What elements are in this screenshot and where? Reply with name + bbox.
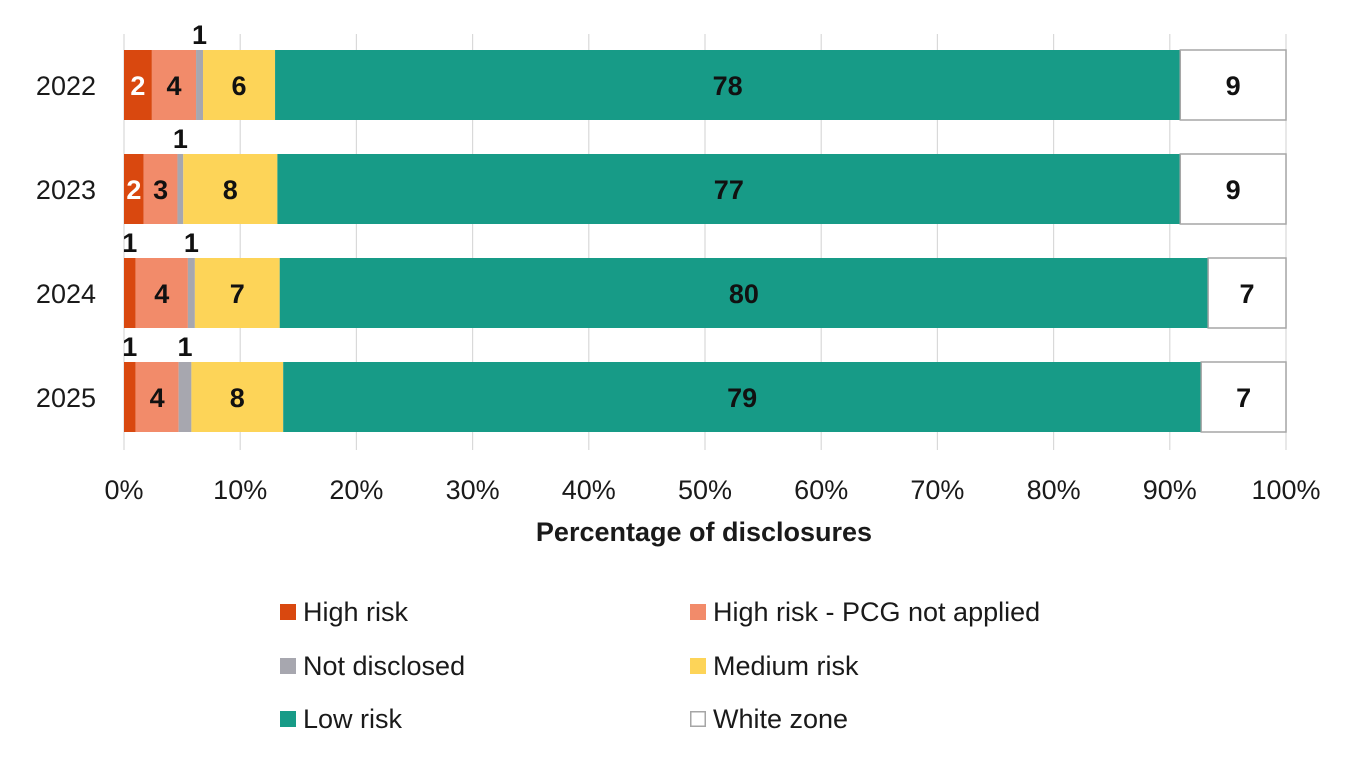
data-label: 9 <box>1226 175 1241 205</box>
data-label: 1 <box>122 228 137 258</box>
bar-segment <box>135 258 188 328</box>
data-label: 9 <box>1226 71 1241 101</box>
category-label: 2022 <box>36 71 96 101</box>
bar-segment <box>178 362 192 432</box>
x-axis-title: Percentage of disclosures <box>536 517 872 547</box>
category-labels: 2022 2023 2024 2025 <box>36 71 96 413</box>
bar-segment <box>277 154 1181 224</box>
legend-label: High risk - PCG not applied <box>713 597 1040 627</box>
data-label: 77 <box>714 175 744 205</box>
legend-swatch <box>690 658 706 674</box>
bar-segment <box>275 50 1181 120</box>
bar-segment <box>124 362 136 432</box>
data-label: 2 <box>130 71 145 101</box>
bar-segment <box>191 362 284 432</box>
bar-segment <box>177 154 184 224</box>
legend-swatch <box>690 711 706 727</box>
bar-segment <box>151 50 197 120</box>
bar-segment <box>196 50 204 120</box>
legend-label: High risk <box>303 597 409 627</box>
bar-segment <box>183 154 278 224</box>
x-tick-label: 50% <box>678 475 732 505</box>
x-tick-label: 100% <box>1251 475 1320 505</box>
bar-segment <box>124 154 144 224</box>
legend: High risk High risk - PCG not applied Not … <box>280 597 1040 734</box>
data-label: 3 <box>153 175 168 205</box>
x-tick-label: 0% <box>104 475 143 505</box>
bar-segment <box>187 258 195 328</box>
bar-segment <box>135 362 179 432</box>
bar-segment <box>1179 153 1287 225</box>
legend-label: White zone <box>713 704 848 734</box>
data-label: 1 <box>192 20 207 50</box>
legend-swatch <box>280 604 296 620</box>
x-tick-label: 70% <box>910 475 964 505</box>
data-label: 7 <box>1236 383 1251 413</box>
legend-label: Low risk <box>303 704 403 734</box>
x-tick-label: 20% <box>329 475 383 505</box>
data-label: 1 <box>177 332 192 362</box>
x-tick-label: 80% <box>1027 475 1081 505</box>
legend-swatch <box>690 604 706 620</box>
data-label: 80 <box>729 279 759 309</box>
bar-segment <box>283 362 1202 432</box>
x-tick-label: 60% <box>794 475 848 505</box>
x-tick-label: 90% <box>1143 475 1197 505</box>
data-label: 8 <box>223 175 238 205</box>
bar-segment <box>1207 257 1287 329</box>
data-label: 78 <box>713 71 743 101</box>
bar-segment <box>124 258 136 328</box>
data-label: 1 <box>122 332 137 362</box>
bar-segment <box>279 258 1209 328</box>
data-label: 7 <box>230 279 245 309</box>
data-label: 4 <box>150 383 165 413</box>
x-tick-label: 40% <box>562 475 616 505</box>
category-label: 2023 <box>36 175 96 205</box>
bar-segment <box>124 50 152 120</box>
data-label: 4 <box>166 71 181 101</box>
x-tick-label: 30% <box>446 475 500 505</box>
bar-segment <box>1200 361 1287 433</box>
bar-segment <box>1179 49 1287 121</box>
x-tick-labels: 0% 10% 20% 30% 40% 50% 60% 70% 80% 90% 100% <box>104 475 1320 505</box>
legend-label: Medium risk <box>713 651 859 681</box>
x-tick-label: 10% <box>213 475 267 505</box>
data-label: 7 <box>1240 279 1255 309</box>
legend-label: Not disclosed <box>303 651 465 681</box>
data-label: 1 <box>173 124 188 154</box>
bars <box>124 49 1287 433</box>
bar-segment <box>194 258 280 328</box>
data-label: 8 <box>230 383 245 413</box>
data-label: 79 <box>727 383 757 413</box>
data-label: 1 <box>184 228 199 258</box>
bar-segment <box>203 50 276 120</box>
data-label: 6 <box>232 71 247 101</box>
data-label: 2 <box>126 175 141 205</box>
legend-swatch <box>280 658 296 674</box>
data-label: 4 <box>154 279 169 309</box>
category-label: 2025 <box>36 383 96 413</box>
legend-swatch <box>280 711 296 727</box>
bar-segment <box>143 154 178 224</box>
category-label: 2024 <box>36 279 96 309</box>
